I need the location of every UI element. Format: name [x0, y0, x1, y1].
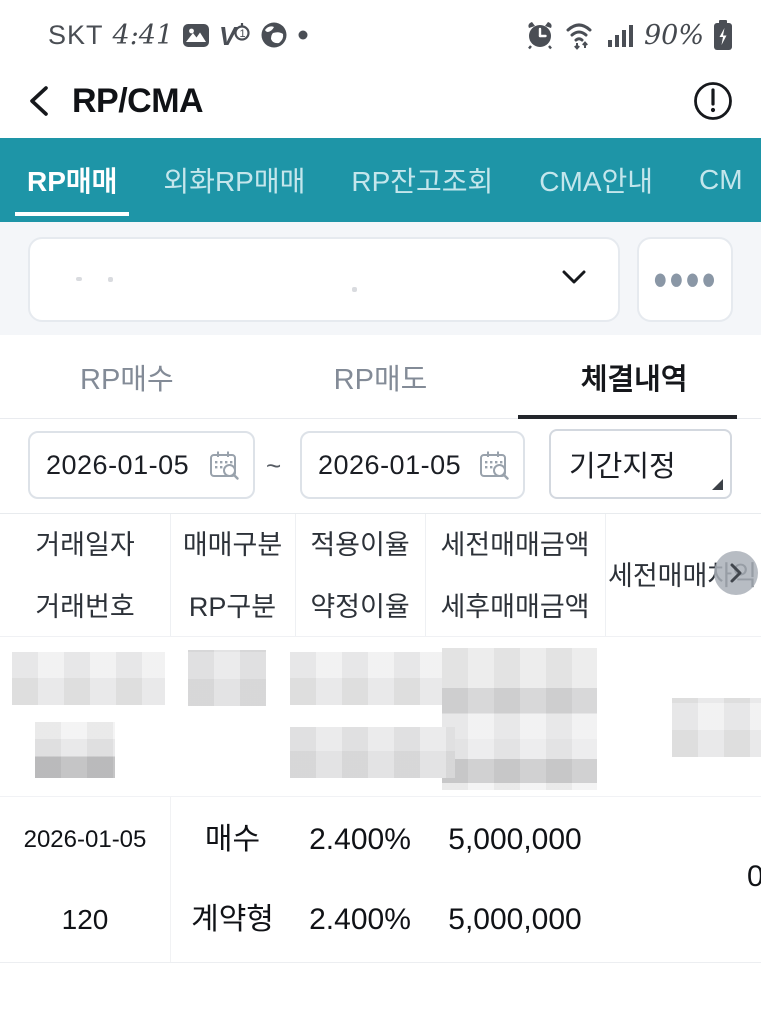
sub-tab-rp-sell[interactable]: RP매도: [333, 363, 428, 396]
period-type-value: 기간지정: [569, 451, 676, 483]
carrier-label: SKT: [48, 19, 104, 50]
status-right: 90%: [525, 19, 733, 51]
date-filter-row: 2026-01-05 ~ 2026-01-05: [0, 419, 761, 513]
chevron-left-icon: [30, 86, 48, 116]
cell-trade-date: 2026-01-05: [23, 826, 147, 853]
cell-trade-no: 120: [61, 904, 109, 935]
back-button[interactable]: [26, 84, 56, 118]
redacted-cell: [35, 722, 115, 778]
header-trade-no: 거래번호: [35, 592, 135, 622]
cell-rp-type: 계약형: [191, 903, 274, 936]
clock: 4:41: [112, 19, 174, 51]
cell-pretax-profit: 0: [747, 860, 761, 893]
date-range-separator: ~: [266, 450, 282, 481]
date-to-input[interactable]: 2026-01-05: [300, 431, 525, 499]
more-notifications-dot-icon: [298, 30, 308, 40]
battery-charging-icon: [714, 20, 732, 50]
redacted-cell: [290, 652, 462, 705]
account-password-field[interactable]: ●●●●: [637, 237, 733, 322]
volte-badge-icon: V 1: [219, 21, 250, 49]
cell-posttax-amount: 5,000,000: [448, 903, 582, 936]
nav-tab-rp-balance[interactable]: RP잔고조회: [351, 166, 494, 197]
redacted-cell: [290, 727, 455, 778]
chevron-right-icon: [730, 563, 742, 583]
wifi-icon: [566, 23, 592, 50]
sub-tab-executions[interactable]: 체결내역: [580, 363, 688, 396]
header-rp-type: RP구분: [188, 592, 277, 622]
svg-text:V: V: [219, 21, 239, 49]
sub-tab-rp-buy[interactable]: RP매수: [80, 363, 174, 396]
column-divider: [295, 514, 296, 636]
status-bar: SKT 4:41 V 1: [0, 0, 761, 64]
column-divider: [425, 514, 426, 636]
cell-contract-rate: 2.400%: [309, 903, 411, 936]
header-trade-date: 거래일자: [35, 530, 135, 560]
column-divider: [605, 514, 606, 636]
nav-tab-rp-trade[interactable]: RP매매: [14, 138, 130, 222]
redacted-cell: [188, 650, 266, 706]
cellular-signal-icon: [607, 25, 633, 47]
gallery-notification-icon: [183, 24, 210, 47]
period-type-select[interactable]: 기간지정: [549, 429, 732, 499]
date-from-value: 2026-01-05: [46, 449, 190, 480]
date-from-input[interactable]: 2026-01-05: [28, 431, 255, 499]
globe-notification-icon: [261, 22, 287, 48]
info-circle-icon: [694, 82, 732, 120]
cell-trade-type: 매수: [204, 823, 261, 856]
alarm-icon: [528, 22, 552, 50]
cell-applied-rate: 2.400%: [309, 823, 411, 856]
chevron-down-icon: [562, 270, 586, 290]
active-tab-underline: [518, 415, 737, 419]
nav-tab-fx-rp-trade[interactable]: 외화RP매매: [163, 166, 306, 197]
redacted-cell: [442, 648, 597, 790]
horizontal-scroll-hint-button[interactable]: [714, 551, 758, 595]
header-trade-type: 매매구분: [182, 530, 283, 560]
table-row[interactable]: 2026-01-05 매수 2.400% 5,000,000 120 계약형 2…: [0, 797, 761, 963]
redacted-rows: [0, 638, 761, 797]
header-applied-rate: 적용이율: [310, 530, 410, 560]
svg-text:1: 1: [240, 28, 246, 40]
header-posttax-amount: 세후매매금액: [440, 592, 590, 622]
password-masked-value: ●●●●: [652, 261, 718, 297]
app-header: RP/CMA: [0, 64, 761, 138]
redacted-cell: [12, 652, 165, 705]
redacted-account-text: [352, 287, 357, 292]
sub-tabs: RP매수 RP매도 체결내역: [0, 335, 761, 419]
account-select[interactable]: [28, 237, 620, 322]
calendar-search-icon: [210, 451, 239, 480]
table-header: 거래일자 매매구분 적용이율 세전매매금액 거래번호 RP구분 약정이율 세후매…: [0, 513, 761, 637]
nav-tab-cma-guide[interactable]: CMA안내: [539, 166, 654, 197]
calendar-search-icon: [480, 451, 509, 480]
battery-percent-label: 90%: [643, 19, 704, 51]
status-left: SKT 4:41 V 1: [48, 20, 309, 51]
account-band: ●●●●: [0, 222, 761, 335]
nav-tab-cma-more[interactable]: CM: [699, 164, 743, 195]
date-to-value: 2026-01-05: [318, 449, 462, 480]
page-title: RP/CMA: [72, 81, 204, 120]
column-divider: [170, 797, 171, 962]
redacted-account-text: [108, 277, 113, 282]
redacted-account-text: [76, 277, 82, 281]
cell-pretax-amount: 5,000,000: [448, 823, 582, 856]
notice-button[interactable]: [691, 79, 735, 123]
column-divider: [170, 514, 171, 636]
redacted-cell: [672, 698, 761, 757]
header-contract-rate: 약정이율: [310, 592, 410, 622]
top-nav-tabs: RP매매 외화RP매매 RP잔고조회 CMA안내 CM: [0, 138, 761, 222]
header-pretax-amount: 세전매매금액: [440, 530, 590, 560]
